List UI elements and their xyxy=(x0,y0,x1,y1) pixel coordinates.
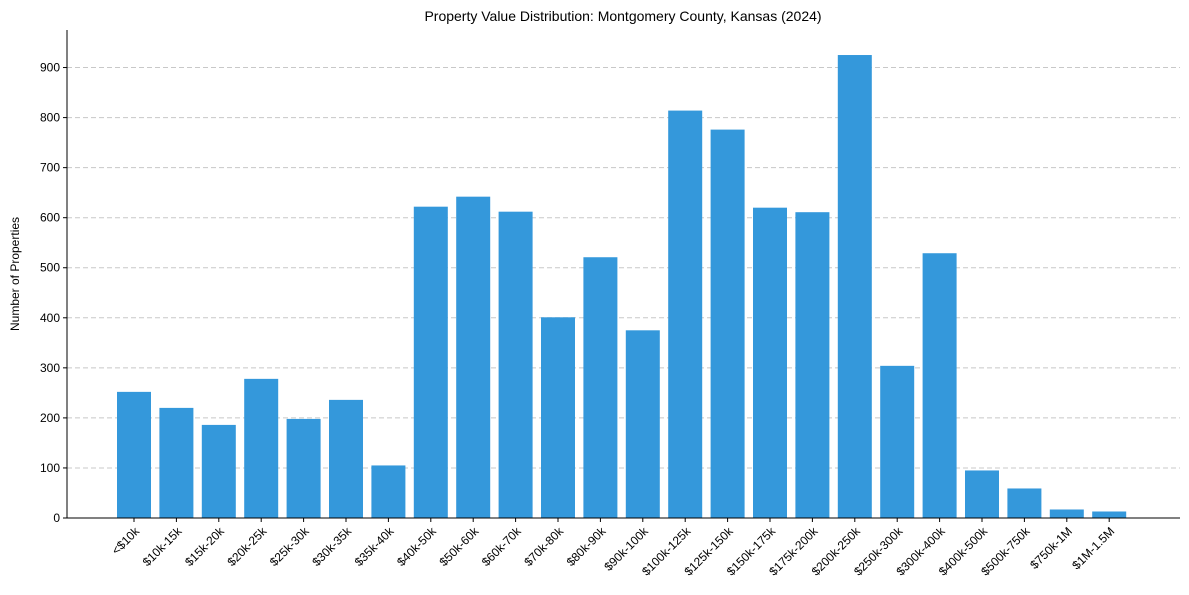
chart-title: Property Value Distribution: Montgomery … xyxy=(424,8,821,24)
bar xyxy=(837,55,872,519)
axes xyxy=(66,30,1180,519)
x-tick-label: $30k-35k xyxy=(309,524,355,570)
y-tick-label: 800 xyxy=(40,111,60,125)
y-tick-label: 500 xyxy=(40,261,60,275)
x-tick-label: $25k-30k xyxy=(267,524,313,570)
x-tick-label: $20k-25k xyxy=(225,524,271,570)
x-tick-label: $35k-40k xyxy=(352,524,398,570)
bars xyxy=(117,55,1127,519)
x-tick-label: $50k-60k xyxy=(437,524,483,570)
y-ticks: 0 100 200 300 400 500 600 700 800 900 xyxy=(40,61,67,525)
bar xyxy=(1007,488,1042,518)
y-tick-label: 100 xyxy=(40,461,60,475)
y-tick-label: 0 xyxy=(53,511,60,525)
bar xyxy=(668,110,703,518)
bar xyxy=(1049,509,1084,518)
bar xyxy=(201,424,236,518)
bar xyxy=(329,399,363,518)
bar xyxy=(880,365,915,518)
bar xyxy=(413,206,448,518)
x-tick-label: <$10k xyxy=(109,524,143,558)
y-axis-label: Number of Properties xyxy=(8,217,22,331)
x-tick-label: $70k-80k xyxy=(521,524,567,570)
bar xyxy=(710,129,745,518)
bar xyxy=(965,470,999,518)
bar xyxy=(244,378,279,518)
bar xyxy=(456,196,491,518)
x-tick-label: $60k-70k xyxy=(479,524,525,570)
x-tick-label: $40k-50k xyxy=(394,524,440,570)
y-tick-label: 300 xyxy=(40,361,60,375)
bar xyxy=(583,257,618,518)
bar xyxy=(541,317,575,518)
bar xyxy=(625,330,660,518)
y-tick-label: 400 xyxy=(40,311,60,325)
x-tick-label: $1M-1.5M xyxy=(1069,524,1117,572)
x-tick-label: $15k-20k xyxy=(182,524,228,570)
bar xyxy=(753,207,787,518)
bar xyxy=(371,465,406,518)
x-ticks: <$10k$10k-15k$15k-20k$20k-25k$25k-30k$30… xyxy=(109,518,1117,578)
bar xyxy=(795,212,830,519)
bar xyxy=(922,253,957,519)
y-tick-label: 700 xyxy=(40,161,60,175)
bar xyxy=(1092,511,1127,518)
y-tick-label: 600 xyxy=(40,211,60,225)
x-tick-label: $750k-1M xyxy=(1027,524,1075,572)
bar xyxy=(159,407,194,518)
bar xyxy=(498,211,533,518)
y-tick-label: 900 xyxy=(40,61,60,75)
gridlines xyxy=(67,67,1180,469)
bar xyxy=(286,418,321,518)
bar xyxy=(117,391,151,518)
x-tick-label: $10k-15k xyxy=(140,524,186,570)
y-tick-label: 200 xyxy=(40,411,60,425)
